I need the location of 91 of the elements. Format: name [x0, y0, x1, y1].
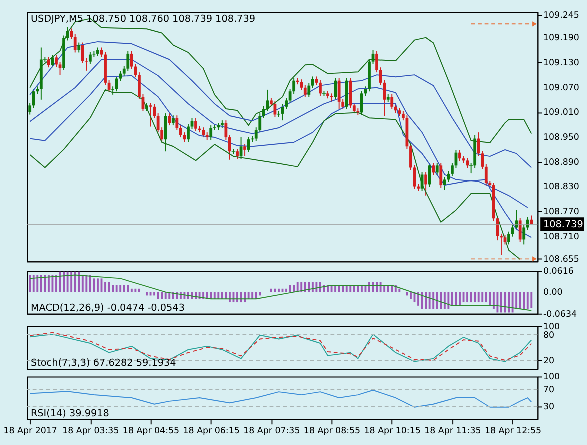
y-tick-label: 100: [543, 372, 560, 383]
y-tick-label: 109.190: [543, 34, 580, 44]
x-tick-label: 18 Apr 08:55: [304, 426, 361, 436]
candlestick: [187, 124, 190, 143]
candlestick: [202, 127, 206, 138]
y-tick-label: 100: [543, 322, 560, 332]
y-tick-label: 108.950: [543, 133, 580, 144]
x-tick-label: 18 Apr 10:15: [364, 426, 421, 436]
y-tick-label: 30: [543, 402, 555, 412]
y-tick-label: -0.0634: [543, 310, 578, 320]
x-tick-label: 18 Apr 07:35: [244, 426, 300, 436]
candlestick: [100, 47, 104, 58]
candlestick: [28, 102, 32, 116]
candlestick: [194, 118, 198, 132]
candlestick: [428, 162, 432, 188]
y-tick-label: 108.770: [543, 208, 580, 218]
candlestick: [176, 115, 179, 131]
candlestick: [228, 134, 232, 160]
candlestick: [390, 94, 394, 110]
x-tick-label: 18 Apr 12:55: [484, 426, 542, 436]
candlestick: [126, 50, 130, 72]
candlestick: [458, 150, 462, 162]
candlestick: [190, 118, 194, 130]
candlestick: [424, 172, 428, 196]
candlestick: [440, 162, 443, 188]
candlestick: [32, 88, 36, 109]
candlestick: [92, 50, 96, 58]
candlestick: [432, 162, 436, 176]
y-tick-label: 109.245: [543, 10, 580, 21]
candlestick: [410, 144, 412, 171]
candlestick: [285, 98, 288, 110]
x-tick-label: 18 Apr 03:35: [62, 426, 120, 436]
candlestick: [58, 62, 62, 76]
y-tick-label: 80: [543, 330, 555, 341]
candlestick: [484, 164, 488, 186]
candlestick: [88, 52, 92, 65]
candlestick: [334, 78, 337, 100]
candlestick: [319, 80, 322, 97]
candlestick: [522, 224, 526, 246]
x-tick-label: 18 Apr 06:15: [183, 426, 240, 436]
candlestick: [179, 125, 182, 138]
y-tick-label: 109.130: [543, 58, 580, 69]
candlestick: [78, 42, 81, 54]
candlestick: [300, 79, 304, 91]
text: Stoch(7,3,3) 67.6282 59.1934: [30, 358, 176, 370]
candlestick: [164, 113, 168, 152]
candlestick: [466, 158, 469, 169]
ref-line-label: 108.739: [543, 219, 584, 230]
candlestick: [172, 115, 175, 126]
y-tick-label: 108.830: [543, 182, 580, 193]
x-tick-label: 18 Apr 11:35: [424, 426, 482, 436]
y-tick-label: 109.070: [543, 83, 580, 94]
candlestick: [48, 56, 50, 68]
candlestick: [338, 78, 341, 110]
candlestick: [518, 218, 522, 243]
candlestick: [168, 113, 172, 126]
chart-title: USDJPY,M5 108.750 108.760 108.739 108.739: [30, 14, 256, 25]
y-tick-label: 20: [543, 356, 555, 366]
y-tick-label: 108.890: [543, 158, 580, 168]
y-tick-label: 0.0616: [543, 267, 574, 278]
y-tick-label: 0.00: [543, 288, 563, 298]
candlestick: [278, 110, 280, 118]
candlestick: [304, 84, 307, 98]
candlestick: [311, 76, 314, 89]
y-tick-label: 108.710: [543, 232, 580, 242]
line-series: [30, 274, 532, 312]
line-series: [30, 390, 532, 408]
candlestick: [436, 162, 439, 176]
candlestick: [508, 231, 510, 246]
line-series: [30, 41, 532, 168]
candlestick: [149, 102, 152, 128]
candlestick: [55, 54, 58, 68]
x-tick-label: 18 Apr 04:55: [122, 426, 180, 436]
x-tick-label: 18 Apr 2017: [4, 426, 58, 436]
candlestick: [210, 125, 213, 141]
y-tick-label: 108.655: [543, 255, 580, 266]
text: RSI(14) 39.9918: [30, 408, 110, 420]
candlestick: [66, 26, 70, 42]
text: MACD(12,26,9) -0.0474 -0.0543: [30, 302, 185, 314]
candlestick: [236, 148, 239, 160]
candlestick: [511, 224, 514, 238]
candlestick: [213, 124, 216, 131]
candlestick: [247, 136, 250, 153]
candlestick: [74, 34, 77, 54]
y-tick-label: 109.010: [543, 108, 580, 118]
candlestick: [308, 82, 311, 98]
candlestick: [70, 28, 74, 40]
y-tick-label: 70: [543, 385, 555, 396]
candlestick: [376, 50, 378, 74]
candlestick: [224, 120, 228, 141]
candlestick: [244, 144, 246, 157]
